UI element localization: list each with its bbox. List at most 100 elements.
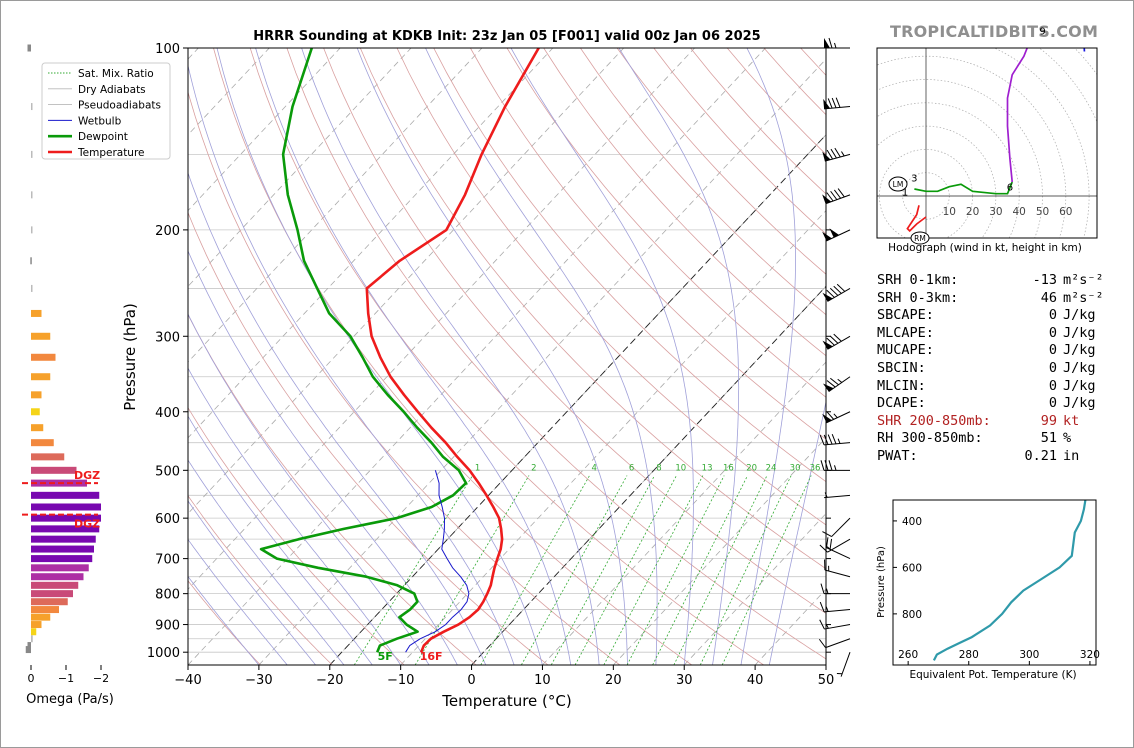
index-value: 99	[1040, 412, 1057, 429]
index-unit: m²s⁻²	[1063, 289, 1104, 306]
omega-bar	[31, 635, 33, 643]
omega-bar	[31, 491, 100, 499]
index-unit: J/kg	[1063, 395, 1096, 412]
barb-full	[829, 335, 839, 344]
omega-bar	[31, 309, 42, 317]
wind-barb	[825, 537, 851, 560]
hodo-ring-label: 30	[989, 206, 1002, 218]
skewt-background-lines	[188, 48, 826, 665]
omega-bar	[30, 257, 32, 265]
barb-flag	[822, 383, 834, 392]
legend-label: Wetbulb	[78, 115, 122, 127]
y-tick-label: 900	[155, 619, 180, 634]
y-tick-label: 400	[155, 406, 180, 421]
omega-bar	[31, 555, 93, 563]
barb-flag	[829, 228, 840, 238]
y-tick-label: 300	[155, 330, 180, 345]
omega-bar	[31, 628, 37, 636]
mixing-ratio-line	[353, 475, 473, 665]
index-unit: in	[1063, 447, 1080, 464]
mixing-ratio-line	[626, 475, 725, 665]
barb-full	[819, 544, 828, 553]
index-value: 0	[1048, 359, 1057, 376]
barb-half	[833, 413, 838, 419]
hodo-rm-marker	[910, 231, 930, 245]
barb-full	[836, 283, 846, 292]
index-value: 0	[1048, 324, 1057, 341]
profile-wetbulb	[405, 470, 470, 653]
dry-adiabat	[249, 48, 764, 665]
barb-full	[826, 289, 835, 298]
omega-bar	[27, 44, 31, 52]
barb-full	[823, 434, 829, 445]
mixing-ratio-label: 30	[790, 464, 801, 474]
x-tick-label: 40	[747, 673, 764, 688]
barb-flag	[824, 38, 830, 48]
x-tick-label: −10	[387, 673, 414, 688]
barb-full	[829, 287, 839, 296]
omega-bar	[31, 284, 33, 292]
wind-barb	[823, 97, 851, 110]
barb-full	[819, 619, 825, 630]
barb-half	[837, 378, 843, 383]
hodo-height-label: 3	[911, 173, 917, 184]
moist-adiabat	[188, 313, 430, 665]
barb-staff	[824, 569, 851, 578]
barb-full	[818, 638, 826, 648]
x-tick-label: 50	[818, 673, 835, 688]
barb-staff	[825, 638, 851, 649]
index-label: SRH 0-1km:	[877, 272, 959, 288]
skewt-y-label: Pressure (hPa)	[121, 303, 139, 411]
mixing-ratio-line	[699, 475, 792, 665]
hodo-ring-label: 10	[943, 206, 956, 218]
skewt-profile-lines	[259, 48, 540, 653]
omega-x-tick-label: −1	[58, 672, 74, 685]
hodo-ring-label: 20	[966, 206, 979, 218]
barb-staff	[831, 517, 851, 537]
barb-full	[831, 97, 837, 108]
mixing-ratio-label: 16	[723, 464, 734, 474]
index-unit: kt	[1063, 412, 1080, 429]
hodo-height-label: 9	[1039, 27, 1045, 38]
index-label: DCAPE:	[877, 395, 926, 412]
barb-full	[826, 192, 834, 202]
omega-bar	[25, 646, 31, 654]
barb-staff	[828, 376, 851, 393]
theta-e-y-label: Pressure (hPa)	[876, 546, 887, 618]
index-row-dcape: DCAPE: 0 J/kg	[877, 395, 1104, 413]
barb-full	[826, 337, 835, 346]
wind-barb	[824, 37, 850, 49]
barb-full	[820, 583, 825, 594]
mixing-ratio-label: 24	[766, 464, 777, 474]
skewt-title: HRRR Sounding at KDKB Init: 23z Jan 05 […	[253, 29, 760, 44]
omega-bar	[31, 226, 33, 234]
mixing-ratio-label: 4	[591, 464, 596, 474]
dry-adiabat	[188, 580, 261, 665]
omega-bar	[31, 453, 65, 461]
index-label: RH 300-850mb:	[877, 430, 983, 447]
barb-full	[833, 189, 842, 199]
hodo-height-label: 1	[902, 187, 908, 198]
mixing-ratio-line	[721, 475, 812, 665]
barb-full	[824, 460, 829, 471]
omega-panel: 0 −1 −2 DGZ DGZ Omega (Pa/s)	[22, 44, 114, 707]
legend-label: Dewpoint	[78, 131, 128, 143]
barb-staff	[826, 229, 851, 242]
mixing-ratio-line	[652, 475, 748, 665]
omega-bar	[31, 545, 94, 553]
barb-full	[827, 98, 833, 109]
barb-half	[834, 42, 837, 49]
hodo-ring-label: 50	[1036, 206, 1049, 218]
barb-full	[828, 37, 833, 49]
dry-adiabat	[188, 211, 549, 665]
dry-adiabat	[188, 495, 333, 665]
theta-e-line	[932, 500, 1087, 661]
moist-adiabat	[188, 249, 458, 665]
barb-full	[829, 538, 833, 550]
barb-half	[825, 623, 829, 629]
omega-bar	[31, 191, 33, 199]
omega-bar	[31, 391, 42, 399]
dry-adiabat	[188, 313, 477, 665]
omega-x-tick-label: −2	[93, 672, 109, 685]
